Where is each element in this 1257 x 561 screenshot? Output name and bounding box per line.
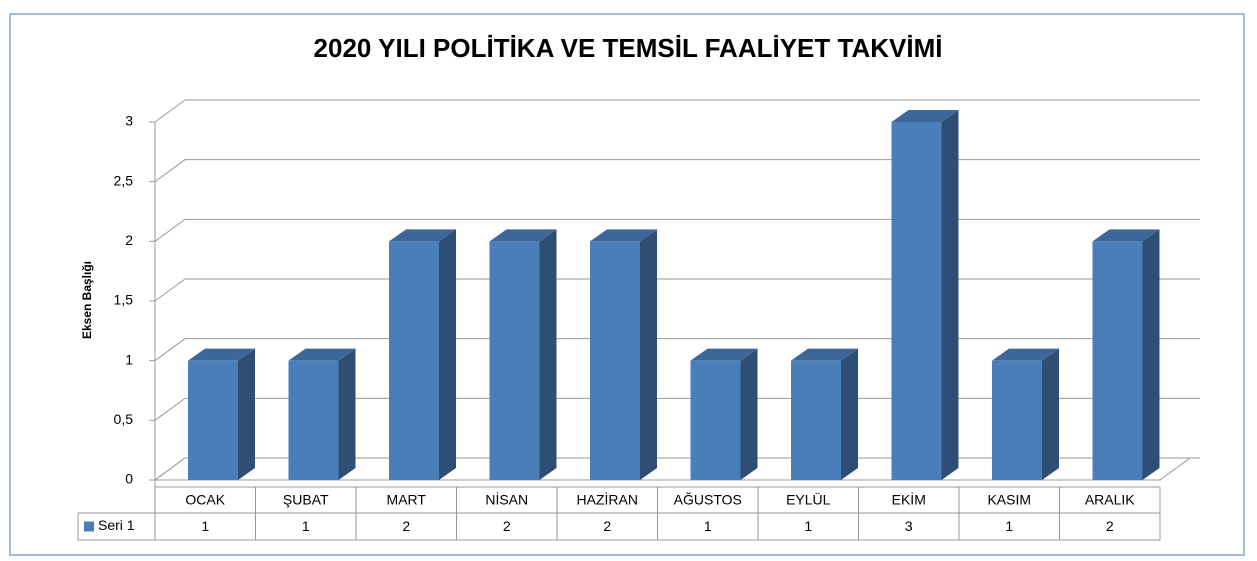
category-label: KASIM	[987, 492, 1031, 508]
bar	[188, 348, 255, 480]
grid-line	[154, 457, 1200, 481]
bar-side	[1042, 348, 1059, 480]
bar-top	[489, 229, 557, 242]
bar-top	[1092, 229, 1160, 242]
grid-line	[154, 397, 1200, 421]
bar-side	[439, 229, 456, 480]
bar-top	[389, 229, 456, 242]
bar-side	[338, 348, 356, 480]
bar-top	[288, 348, 356, 361]
chart-title: 2020 YILI POLİTİKA VE TEMSİL FAALİYET TA…	[314, 33, 943, 63]
table-value: 2	[603, 518, 611, 534]
bar-front	[891, 122, 942, 480]
category-label: NİSAN	[485, 491, 528, 508]
bar-front	[690, 360, 741, 480]
bar-side	[640, 229, 657, 480]
category-label: OCAK	[185, 492, 225, 508]
bar-front	[590, 241, 640, 480]
y-tick-label: 3	[125, 113, 133, 129]
y-tick-label: 2	[125, 232, 133, 248]
table-value: 2	[503, 518, 511, 534]
y-tick-label: 1,5	[114, 292, 134, 308]
bar	[489, 229, 557, 480]
bar-top	[690, 348, 758, 361]
category-label: ARALIK	[1085, 492, 1135, 508]
legend-label: Seri 1	[98, 517, 135, 533]
grid-line	[154, 338, 1200, 362]
bar-front	[188, 360, 238, 480]
table-value: 1	[302, 518, 310, 534]
bar	[389, 229, 456, 480]
y-axis-title: Eksen Başlığı	[80, 261, 94, 339]
bar-top	[992, 348, 1059, 361]
bar	[791, 348, 858, 480]
bar-side	[740, 348, 758, 480]
bar-front	[992, 360, 1042, 480]
y-tick-label: 0,5	[114, 411, 134, 427]
category-label: HAZİRAN	[577, 491, 638, 508]
bar-side	[539, 229, 557, 480]
y-tick-label: 0	[125, 471, 133, 487]
bar	[690, 348, 758, 480]
y-tick-label: 2,5	[114, 172, 134, 188]
bar	[1092, 229, 1160, 480]
bar-top	[188, 348, 255, 361]
table-value: 3	[905, 518, 913, 534]
table-value: 1	[1005, 518, 1013, 534]
category-label: AĞUSTOS	[674, 492, 742, 508]
bar-side	[941, 110, 959, 480]
bar-front	[389, 241, 439, 480]
table-value: 1	[804, 518, 812, 534]
y-tick-label: 1	[125, 351, 133, 367]
legend-swatch	[84, 521, 94, 532]
bar-front	[288, 360, 339, 480]
grid-line	[154, 218, 1200, 242]
bar-top	[791, 348, 858, 361]
table-value: 2	[1106, 518, 1114, 534]
category-label: EYLÜL	[786, 491, 831, 508]
table-value: 1	[201, 518, 209, 534]
bar-front	[791, 360, 841, 480]
grid-line	[154, 159, 1200, 183]
bar	[992, 348, 1059, 480]
table-value: 2	[402, 518, 410, 534]
category-label: EKİM	[892, 491, 926, 508]
bar	[590, 229, 657, 480]
bar	[891, 110, 959, 480]
bar-top	[891, 110, 959, 122]
table-value: 1	[704, 518, 712, 534]
category-label: ŞUBAT	[283, 492, 329, 508]
bar	[288, 348, 356, 480]
bar-side	[1142, 229, 1160, 480]
bar-side	[841, 348, 858, 480]
bar-front	[489, 241, 540, 480]
grid-line	[154, 99, 1200, 123]
bar-front	[1092, 241, 1143, 480]
grid-line	[154, 278, 1200, 302]
bar-top	[590, 229, 657, 242]
category-label: MART	[387, 492, 427, 508]
bar-side	[238, 348, 255, 480]
